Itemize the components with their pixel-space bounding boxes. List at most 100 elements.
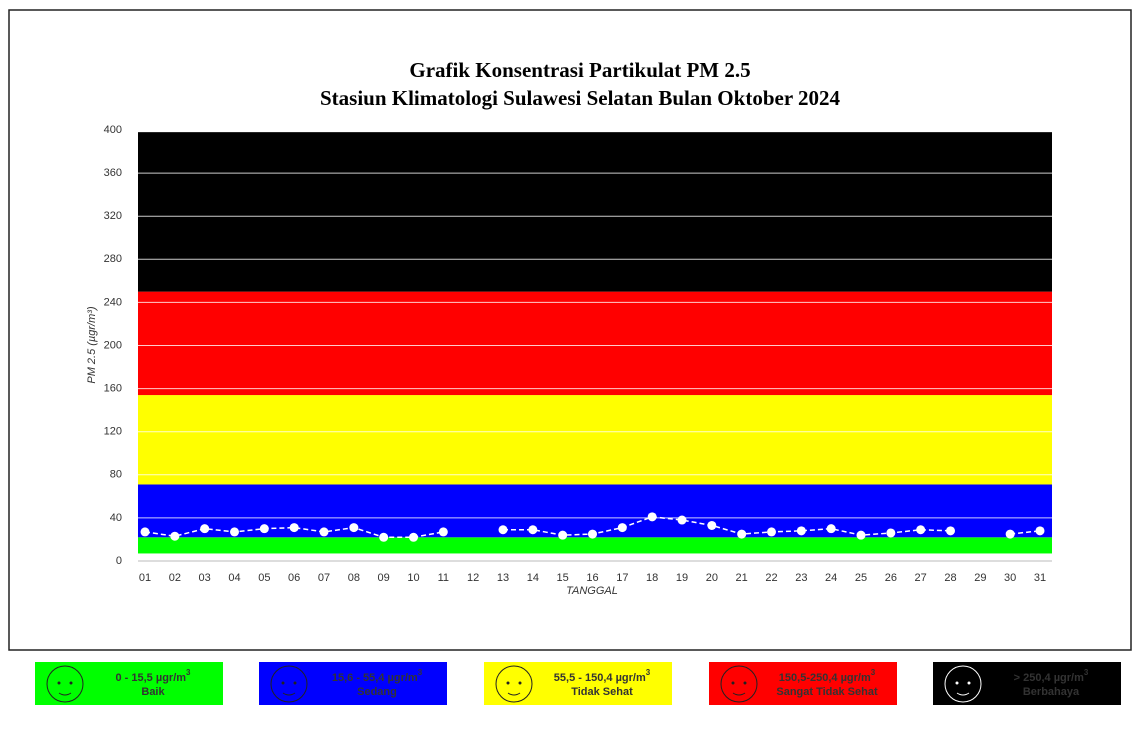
x-tick-label: 21 bbox=[736, 572, 748, 584]
face-mouth bbox=[58, 692, 72, 696]
legend-range-sup: 3 bbox=[418, 668, 423, 677]
legend-range-text: 15,6 - 55,4 µgr/m bbox=[332, 672, 418, 684]
x-tick-label: 04 bbox=[228, 572, 240, 584]
y-tick-label: 200 bbox=[104, 339, 122, 351]
point bbox=[737, 529, 747, 539]
point bbox=[826, 524, 836, 534]
face-icon bbox=[495, 665, 533, 703]
point bbox=[856, 530, 866, 540]
point bbox=[677, 515, 687, 525]
legend-card bbox=[259, 662, 447, 705]
band bbox=[138, 537, 1052, 554]
line bbox=[144, 526, 444, 539]
point bbox=[379, 532, 389, 542]
legend-card bbox=[709, 662, 897, 705]
point bbox=[319, 527, 329, 537]
face-eye bbox=[281, 681, 285, 685]
legend-label: Baik bbox=[141, 686, 165, 698]
x-tick-label: 25 bbox=[855, 572, 867, 584]
band bbox=[138, 132, 1052, 292]
legend-label: Berbahaya bbox=[1023, 686, 1080, 698]
legend-range-text: 55,5 - 150,4 µgr/m bbox=[554, 672, 646, 684]
y-tick-label: 0 bbox=[116, 555, 122, 567]
point bbox=[1005, 529, 1015, 539]
x-tick-label: 07 bbox=[318, 572, 330, 584]
face-eye bbox=[69, 681, 73, 685]
legend-range-text: 150,5-250,4 µgr/m bbox=[779, 672, 871, 684]
face-icon bbox=[720, 665, 758, 703]
x-tick-label: 23 bbox=[795, 572, 807, 584]
x-tick-label: 28 bbox=[944, 572, 956, 584]
x-tick-label: 26 bbox=[885, 572, 897, 584]
face-eye bbox=[731, 681, 735, 685]
y-tick-label: 40 bbox=[110, 512, 122, 524]
x-tick-label: 01 bbox=[139, 572, 151, 584]
x-tick-label: 11 bbox=[438, 572, 449, 584]
legend-range: 150,5-250,4 µgr/m3 bbox=[779, 668, 876, 684]
x-tick-label: 24 bbox=[825, 572, 837, 584]
face-eye bbox=[57, 681, 61, 685]
legend-range-sup: 3 bbox=[186, 668, 191, 677]
legend-range-sup: 3 bbox=[871, 668, 876, 677]
point bbox=[707, 520, 717, 530]
point bbox=[349, 523, 359, 533]
point bbox=[1035, 526, 1045, 536]
face-eye bbox=[293, 681, 297, 685]
face-mouth bbox=[956, 692, 970, 696]
point bbox=[946, 526, 955, 536]
x-tick-label: 12 bbox=[467, 572, 479, 584]
y-tick-label: 120 bbox=[104, 426, 122, 438]
y-tick-label: 80 bbox=[110, 469, 122, 481]
x-tick-label: 02 bbox=[169, 572, 181, 584]
x-tick-label: 14 bbox=[527, 572, 539, 584]
x-tick-label: 31 bbox=[1034, 572, 1046, 584]
x-tick-label: 18 bbox=[646, 572, 658, 584]
y-tick-label: 240 bbox=[104, 296, 122, 308]
point bbox=[588, 529, 597, 539]
band bbox=[138, 291, 1052, 396]
face-eye bbox=[967, 681, 971, 685]
y-tick-label: 280 bbox=[104, 253, 122, 265]
face-eye bbox=[518, 681, 522, 685]
face-icon bbox=[270, 665, 308, 703]
legend-label: Sedang bbox=[357, 686, 397, 698]
y-tick-label: 400 bbox=[104, 124, 122, 136]
x-tick-label: 30 bbox=[1004, 572, 1016, 584]
legend-range-text: > 250,4 µgr/m bbox=[1014, 672, 1084, 684]
x-tick-label: 22 bbox=[765, 572, 777, 584]
chart-frame bbox=[8, 9, 1132, 651]
legend-range-sup: 3 bbox=[646, 668, 651, 677]
point bbox=[140, 527, 150, 537]
legend-range-text: 0 - 15,5 µgr/m bbox=[116, 672, 187, 684]
face-mouth bbox=[732, 692, 746, 696]
face-eye bbox=[955, 681, 959, 685]
x-tick-label: 08 bbox=[348, 572, 360, 584]
x-axis-label: TANGGAL bbox=[566, 585, 618, 597]
legend-card bbox=[35, 662, 223, 705]
x-tick-label: 13 bbox=[497, 572, 509, 584]
line bbox=[1010, 530, 1041, 535]
point bbox=[617, 523, 627, 533]
point bbox=[767, 527, 776, 537]
legend-card bbox=[933, 662, 1121, 705]
x-tick-label: 09 bbox=[378, 572, 390, 584]
point bbox=[916, 525, 926, 535]
point bbox=[796, 526, 806, 536]
face-mouth bbox=[282, 692, 296, 696]
legend-label: Tidak Sehat bbox=[571, 686, 633, 698]
x-tick-label: 16 bbox=[586, 572, 598, 584]
face-mouth bbox=[507, 692, 521, 696]
face-icon bbox=[944, 665, 982, 703]
y-axis-label: PM 2.5 (µgr/m³) bbox=[86, 306, 98, 384]
x-tick-label: 15 bbox=[557, 572, 569, 584]
x-tick-label: 10 bbox=[407, 572, 419, 584]
point bbox=[558, 530, 568, 540]
legend-label: Sangat Tidak Sehat bbox=[776, 686, 878, 698]
point bbox=[438, 527, 448, 537]
face-eye bbox=[506, 681, 510, 685]
face-icon bbox=[46, 665, 84, 703]
chart-title: Grafik Konsentrasi Partikulat PM 2.5 bbox=[409, 58, 750, 82]
x-tick-label: 06 bbox=[288, 572, 300, 584]
band bbox=[138, 484, 1052, 538]
